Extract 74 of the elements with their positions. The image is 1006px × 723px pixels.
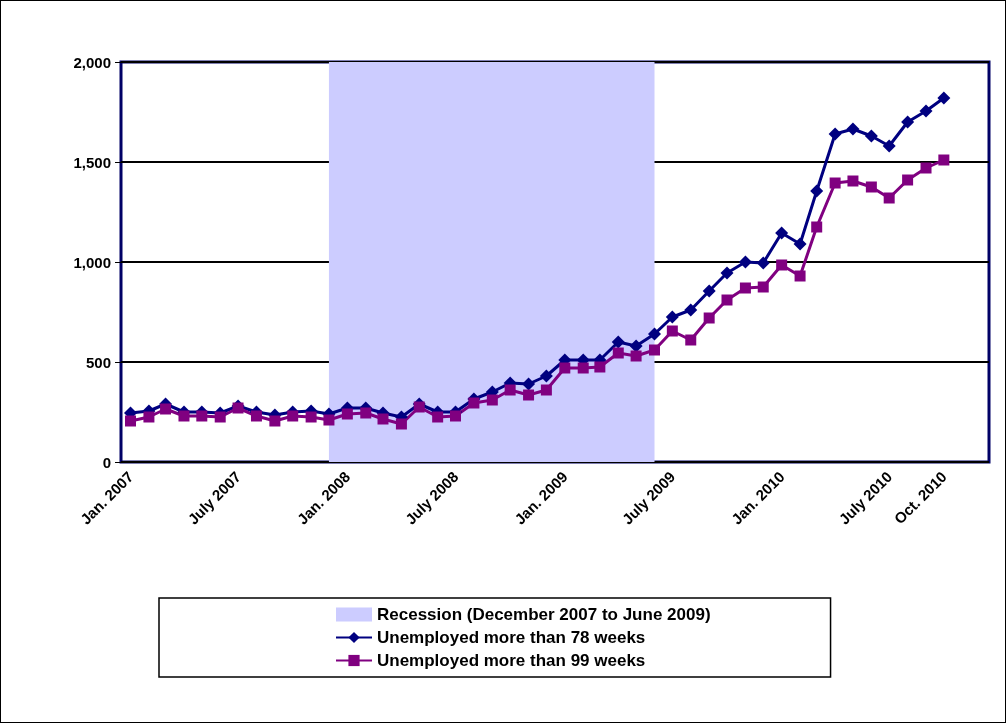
point <box>810 184 824 198</box>
point <box>684 303 698 317</box>
point <box>846 122 860 136</box>
point <box>539 369 553 383</box>
point <box>720 266 734 280</box>
point <box>323 414 335 426</box>
point <box>864 129 878 143</box>
point <box>920 162 932 174</box>
point <box>341 408 353 420</box>
point <box>630 350 642 362</box>
point <box>757 281 769 293</box>
point <box>703 312 715 324</box>
point <box>413 401 425 413</box>
point <box>649 344 661 356</box>
legend-label: Unemployed more than 78 weeks <box>377 628 646 647</box>
point <box>629 339 643 353</box>
point <box>287 410 299 422</box>
point <box>395 418 407 430</box>
y-tick-label: 2,000 <box>73 53 111 71</box>
point <box>901 115 915 129</box>
point <box>721 294 733 306</box>
point <box>811 221 823 233</box>
point <box>702 284 716 298</box>
y-tick-label: 1,000 <box>73 253 111 271</box>
point <box>775 226 789 240</box>
point <box>125 415 137 427</box>
y-tick-label: 500 <box>85 353 111 371</box>
point <box>902 174 914 186</box>
point <box>468 397 480 409</box>
point <box>883 192 895 204</box>
legend-label: Unemployed more than 99 weeks <box>377 651 646 670</box>
point <box>577 362 589 374</box>
point <box>178 410 190 422</box>
point <box>938 154 950 166</box>
point <box>160 403 172 415</box>
legend-label: Recession (December 2007 to June 2009) <box>377 605 711 624</box>
point <box>143 411 155 423</box>
y-tick-label: 0 <box>102 453 111 471</box>
point <box>196 410 208 422</box>
point <box>739 282 751 294</box>
point <box>360 407 372 419</box>
point <box>648 327 662 341</box>
point <box>611 335 625 349</box>
point <box>377 413 389 425</box>
point <box>540 384 552 396</box>
point <box>269 415 281 427</box>
point <box>666 325 678 337</box>
point <box>214 411 226 423</box>
y-tick-label: 1,500 <box>73 153 111 171</box>
point <box>793 237 807 251</box>
point <box>523 389 535 401</box>
point <box>665 310 679 324</box>
point <box>794 270 806 282</box>
point <box>432 411 444 423</box>
point <box>847 175 859 187</box>
point <box>305 411 317 423</box>
point <box>685 334 697 346</box>
point <box>882 139 896 153</box>
point <box>776 259 788 271</box>
point <box>594 361 606 373</box>
point <box>449 410 461 422</box>
point <box>865 181 877 193</box>
point <box>522 377 536 391</box>
point <box>829 177 841 189</box>
point <box>937 91 951 105</box>
point <box>828 127 842 141</box>
point <box>250 410 262 422</box>
point <box>756 256 770 270</box>
point <box>738 255 752 269</box>
point <box>486 394 498 406</box>
point <box>612 347 624 359</box>
point <box>919 104 933 118</box>
point <box>559 362 571 374</box>
point <box>504 384 516 396</box>
